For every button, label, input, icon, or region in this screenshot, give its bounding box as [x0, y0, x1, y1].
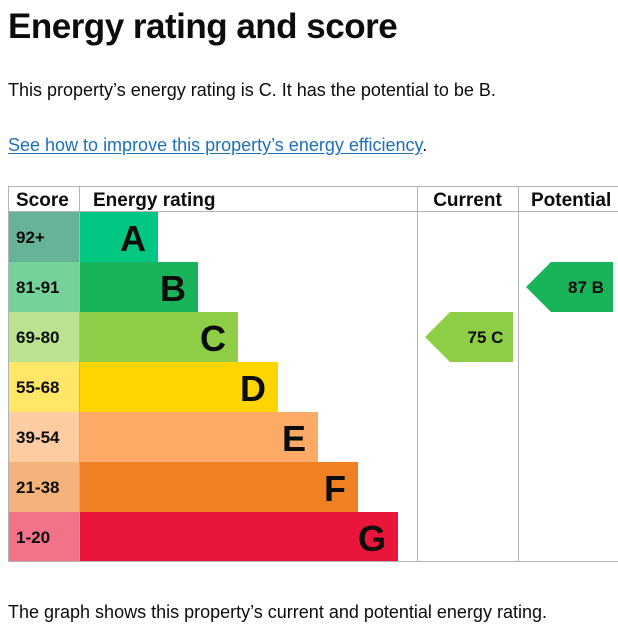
- rating-bar-b: [80, 262, 198, 312]
- header-energy-rating: Energy rating: [93, 190, 215, 211]
- rating-bar-c: [80, 312, 238, 362]
- score-cell-f: [8, 462, 80, 512]
- chart-caption: The graph shows this property’s current …: [8, 602, 547, 622]
- potential-rating-arrow-label: 87 B: [568, 278, 604, 297]
- improve-efficiency-link[interactable]: See how to improve this property’s energ…: [8, 135, 423, 155]
- score-label-e: 39-54: [16, 428, 60, 447]
- score-label-f: 21-38: [16, 478, 59, 497]
- link-suffix: .: [422, 135, 428, 155]
- score-label-g: 1-20: [16, 528, 50, 547]
- rating-letter-d: D: [240, 368, 266, 409]
- rating-letter-c: C: [200, 318, 226, 359]
- potential-rating-arrow: [526, 262, 613, 312]
- current-rating-arrow-label: 75 C: [468, 328, 504, 347]
- rating-letter-g: G: [358, 518, 386, 559]
- score-cell-d: [8, 362, 80, 412]
- score-label-d: 55-68: [16, 378, 59, 397]
- rating-bar-g: [80, 512, 398, 562]
- score-cell-b: [8, 262, 80, 312]
- header-potential: Potential: [531, 190, 611, 211]
- rating-letter-f: F: [324, 468, 346, 509]
- improve-link-line: See how to improve this property’s energ…: [8, 133, 427, 157]
- rating-summary: This property’s energy rating is C. It h…: [8, 80, 496, 100]
- rating-letter-a: A: [120, 218, 146, 259]
- score-cell-g: [8, 512, 80, 562]
- rating-bar-f: [80, 462, 358, 512]
- score-label-a: 92+: [16, 228, 45, 247]
- score-label-c: 69-80: [16, 328, 59, 347]
- score-label-b: 81-91: [16, 278, 59, 297]
- rating-bar-e: [80, 412, 318, 462]
- rating-letter-b: B: [160, 268, 186, 309]
- header-current: Current: [433, 190, 502, 211]
- energy-rating-chart: 92+ A 81-91 B 69-80 C 55-68 D 39-54 E 21-38 F 1-20 G S…: [8, 186, 618, 562]
- score-cell-a: [8, 212, 80, 262]
- score-cell-e: [8, 412, 80, 462]
- header-score: Score: [16, 190, 69, 211]
- page-title: Energy rating and score: [8, 7, 398, 46]
- score-cell-c: [8, 312, 80, 362]
- rating-letter-e: E: [282, 418, 306, 459]
- rating-bar-d: [80, 362, 278, 412]
- rating-bar-a: [80, 212, 158, 262]
- current-rating-arrow: [425, 312, 513, 362]
